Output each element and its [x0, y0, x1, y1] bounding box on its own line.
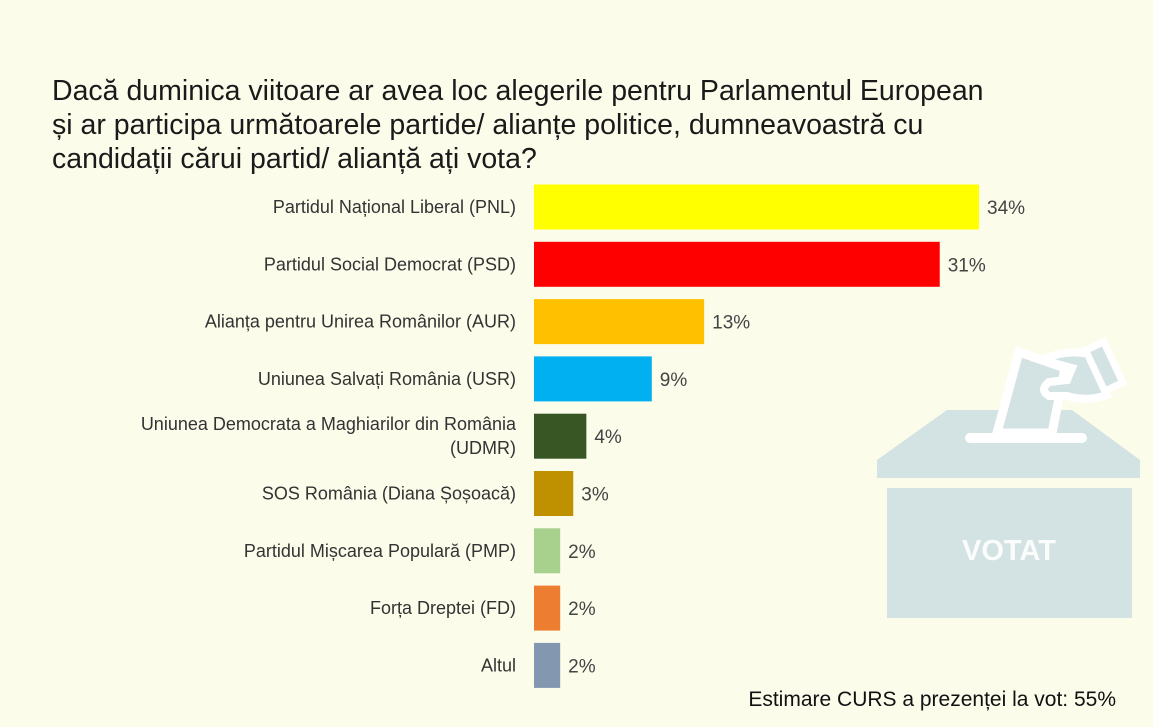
data-label: 2% — [568, 542, 596, 563]
category-label: Partidul Național Liberal (PNL) — [273, 197, 516, 217]
category-label: SOS România (Diana Șoșoacă) — [262, 484, 516, 504]
category-label: Uniunea Salvați România (USR) — [258, 369, 516, 389]
bar — [534, 413, 587, 459]
ballot-box-icon: VOTAT — [877, 337, 1140, 618]
category-label: Partidul Mișcarea Populară (PMP) — [244, 541, 516, 561]
data-label: 9% — [660, 370, 688, 391]
data-label: 31% — [948, 255, 986, 276]
bar — [534, 528, 561, 574]
data-label: 2% — [568, 599, 596, 620]
data-label: 34% — [987, 198, 1025, 219]
category-label: Partidul Social Democrat (PSD) — [264, 254, 516, 274]
bar — [534, 471, 574, 516]
data-label: 4% — [594, 427, 622, 448]
category-label: (UDMR) — [450, 438, 516, 458]
bar — [534, 642, 561, 688]
data-label: 13% — [712, 313, 750, 334]
bar — [534, 184, 979, 230]
bar — [534, 299, 705, 345]
category-label: Forța Dreptei (FD) — [370, 598, 516, 618]
category-label: Altul — [481, 655, 516, 675]
bar — [534, 356, 652, 402]
bar — [534, 241, 940, 287]
category-label: Uniunea Democrata a Maghiarilor din Româ… — [141, 414, 517, 434]
bar — [534, 585, 561, 631]
chart-title: Dacă duminica viitoare ar avea loc alege… — [52, 75, 984, 175]
ballot-label: VOTAT — [962, 535, 1056, 567]
category-label: Alianța pentru Unirea Românilor (AUR) — [205, 312, 516, 332]
data-label: 2% — [568, 656, 596, 677]
turnout-note: Estimare CURS a prezenței la vot: 55% — [748, 688, 1116, 711]
data-label: 3% — [581, 485, 609, 506]
